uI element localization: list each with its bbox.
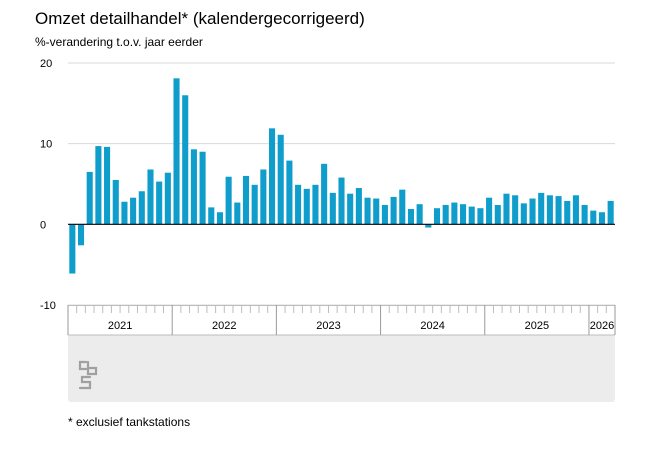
bar [364,197,371,225]
bar [520,203,527,225]
bar [234,202,241,225]
bar [86,171,93,225]
bar [494,204,501,225]
bar [468,206,475,225]
bar [512,195,519,225]
bar [199,151,206,225]
bar [190,149,197,225]
bar [69,224,76,274]
bar [416,204,423,225]
bar [407,209,414,225]
bar [390,196,397,225]
y-tick-label: 20 [40,58,52,70]
bar [104,146,111,225]
bar [182,95,189,225]
bar-chart: -10 0 10 20 2021 2022 2023 2024 2025 2026 [40,58,616,402]
bar [95,146,102,225]
chart-title: Omzet detailhandel* (kalendergecorrigeer… [35,9,365,28]
bar [112,179,119,225]
y-tick-label: 10 [40,139,52,151]
y-axis-labels: -10 0 10 20 [40,58,56,312]
bar [381,204,388,225]
bar [572,195,579,225]
bar [538,192,545,225]
bar [242,175,250,225]
bar [564,200,571,225]
bar [581,204,588,225]
y-tick-label: 0 [40,219,46,231]
bar [590,210,597,225]
y-tick-label: -10 [40,300,56,312]
bar [442,204,449,225]
year-label: 2023 [316,320,340,332]
year-label: 2022 [212,320,236,332]
footnote: * exclusief tankstations [68,415,191,429]
bars [69,78,614,274]
bar [425,224,432,228]
bar [399,189,406,225]
bar [260,169,267,225]
bar [451,202,458,225]
year-label: 2026 [590,320,614,332]
bar [312,184,319,225]
bar [173,78,180,225]
bar [529,198,536,225]
bar [546,195,553,225]
bar [329,192,336,225]
bar [77,224,85,246]
bar [355,188,362,225]
bar [295,184,302,225]
bar [216,212,223,225]
bar [503,193,510,225]
bar [286,160,293,225]
bar [164,172,171,225]
bar [338,177,345,225]
bar [208,207,215,225]
bar [251,184,258,225]
bar [138,191,145,225]
x-axis-strip [68,305,615,335]
bar [156,181,163,225]
bar [607,200,614,225]
bar [477,208,484,225]
bar [598,212,606,225]
year-label: 2025 [525,320,549,332]
bar [321,163,328,225]
bar [486,197,493,225]
cbs-logo-icon [78,360,98,390]
bar [460,204,467,225]
bar [130,197,137,225]
bar [269,128,276,225]
bar [373,198,380,225]
bar [555,196,562,225]
bar [225,176,232,225]
x-axis: 2021 2022 2023 2024 2025 2026 [67,305,616,402]
chart-subtitle: %-verandering t.o.v. jaar eerder [35,35,203,49]
year-label: 2024 [420,320,444,332]
bar [433,208,441,225]
year-label: 2021 [108,320,132,332]
bar [121,201,128,225]
bar [347,193,354,225]
bar [147,169,154,225]
bar [277,134,284,225]
bar [303,188,310,225]
